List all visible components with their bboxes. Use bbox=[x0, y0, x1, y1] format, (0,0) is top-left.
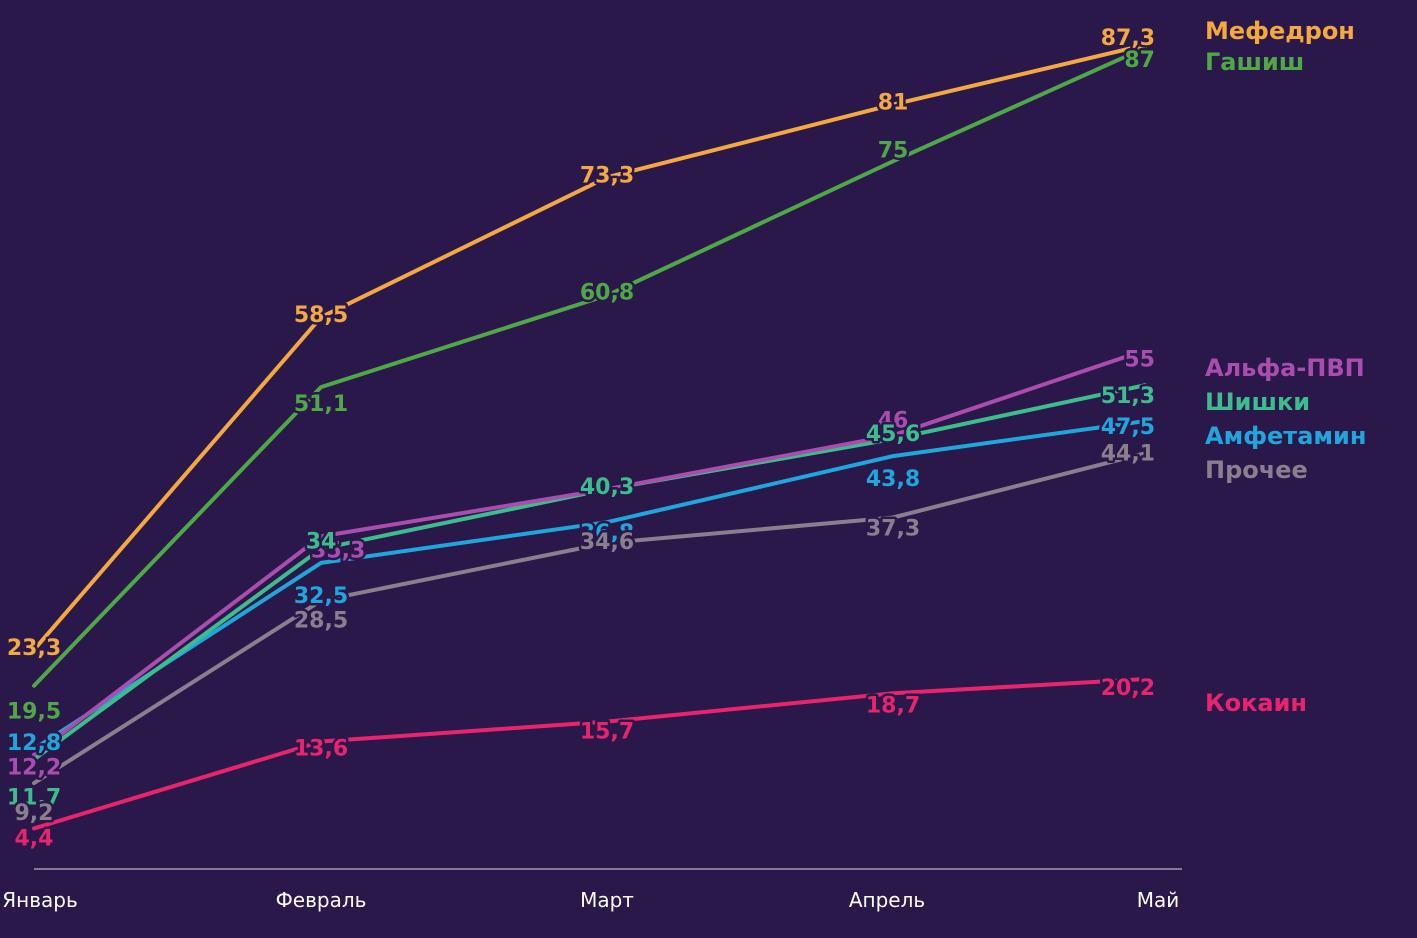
x-axis-ticks: Январь Февраль Март Апрель Май bbox=[2, 888, 1179, 912]
data-label: 43,8 bbox=[866, 467, 920, 492]
legend-label: Мефедрон bbox=[1205, 17, 1355, 45]
data-label: 37,3 bbox=[866, 517, 920, 542]
series-line-3 bbox=[32, 348, 1147, 757]
x-tick-label: Апрель bbox=[849, 888, 925, 912]
data-label: 34 bbox=[306, 530, 337, 555]
series-line-4 bbox=[32, 383, 1147, 762]
legend-label: Шишки bbox=[1205, 388, 1310, 416]
data-label: 75 bbox=[878, 138, 909, 163]
data-label: 20,2 bbox=[1101, 676, 1155, 701]
data-label: 23,3 bbox=[7, 636, 61, 661]
legend-label: Амфетамин bbox=[1205, 422, 1366, 450]
data-label: 46 bbox=[878, 408, 909, 433]
series-line-1 bbox=[32, 43, 1147, 652]
data-label: 12,8 bbox=[7, 731, 61, 756]
series-line-2 bbox=[32, 45, 1147, 688]
data-label: 44,1 bbox=[1101, 441, 1155, 466]
data-label: 40,3 bbox=[580, 475, 634, 500]
data-label: 9,2 bbox=[15, 801, 54, 826]
data-label: 45,6 bbox=[866, 422, 920, 447]
data-label: 55 bbox=[1124, 347, 1155, 372]
data-label: 81 bbox=[878, 91, 909, 116]
legend-label: Гашиш bbox=[1205, 48, 1304, 76]
data-label: 58,5 bbox=[294, 303, 348, 328]
data-label: 4,4 bbox=[15, 826, 54, 851]
data-label: 40,3 bbox=[580, 475, 634, 500]
data-label: 13,6 bbox=[294, 737, 348, 762]
x-tick-label: Февраль bbox=[276, 888, 367, 912]
data-label: 87,3 bbox=[1101, 26, 1155, 51]
data-label: 19,5 bbox=[7, 700, 61, 725]
data-label: 87 bbox=[1124, 48, 1155, 73]
data-label: 51,1 bbox=[294, 392, 348, 417]
x-tick-label: Январь bbox=[2, 888, 78, 912]
legend-label: Прочее bbox=[1205, 456, 1308, 484]
legend-label: Кокаин bbox=[1205, 689, 1307, 717]
data-label: 15,7 bbox=[580, 720, 634, 745]
x-tick-label: Март bbox=[580, 888, 634, 912]
data-label: 36,8 bbox=[580, 521, 634, 546]
series-lines bbox=[32, 43, 1147, 831]
series-line-7 bbox=[32, 677, 1147, 831]
data-label: 34,6 bbox=[580, 530, 634, 555]
data-label: 47,5 bbox=[1101, 415, 1155, 440]
series-line-5 bbox=[32, 419, 1147, 751]
legend-label: Альфа-ПВП bbox=[1205, 354, 1365, 382]
data-label: 28,5 bbox=[294, 609, 348, 634]
data-label: 18,7 bbox=[866, 693, 920, 718]
x-tick-label: Май bbox=[1137, 888, 1180, 912]
series-line-6 bbox=[32, 451, 1147, 786]
data-label: 60,8 bbox=[580, 280, 634, 305]
data-label: 12,2 bbox=[7, 756, 61, 781]
data-label: 51,3 bbox=[1101, 384, 1155, 409]
data-label: 35,3 bbox=[311, 538, 365, 563]
data-label: 11,7 bbox=[7, 785, 61, 810]
data-label: 73,3 bbox=[580, 163, 634, 188]
legend: Мефедрон Гашиш Альфа-ПВП Шишки Амфетамин Проч… bbox=[1205, 17, 1366, 717]
data-label: 32,5 bbox=[294, 584, 348, 609]
data-labels: 23,3 58,5 73,3 81 87,3 19,5 51,1 60,8 75 87 12,2 35… bbox=[4, 24, 1157, 854]
